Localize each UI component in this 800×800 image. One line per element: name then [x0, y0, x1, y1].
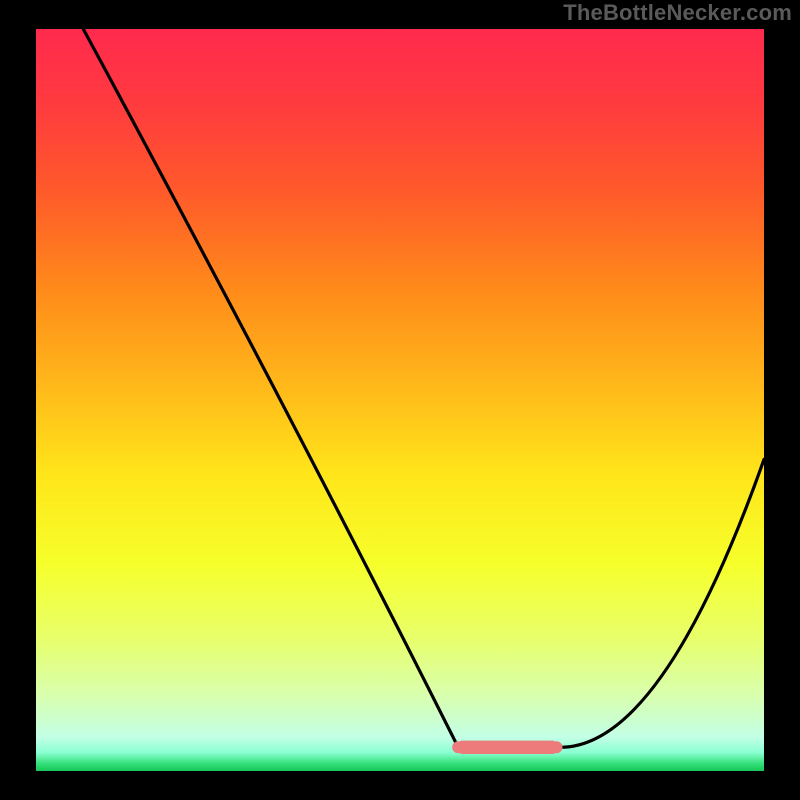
gradient-background [36, 29, 764, 771]
optimal-range-marker [452, 741, 562, 754]
optimal-range-end-dot [551, 741, 563, 753]
optimal-range-bar [458, 741, 556, 754]
plot-area [36, 29, 764, 771]
optimal-range-start-dot [452, 741, 464, 753]
chart-svg [0, 0, 800, 800]
watermark-text: TheBottleNecker.com [563, 0, 792, 26]
stage: TheBottleNecker.com [0, 0, 800, 800]
